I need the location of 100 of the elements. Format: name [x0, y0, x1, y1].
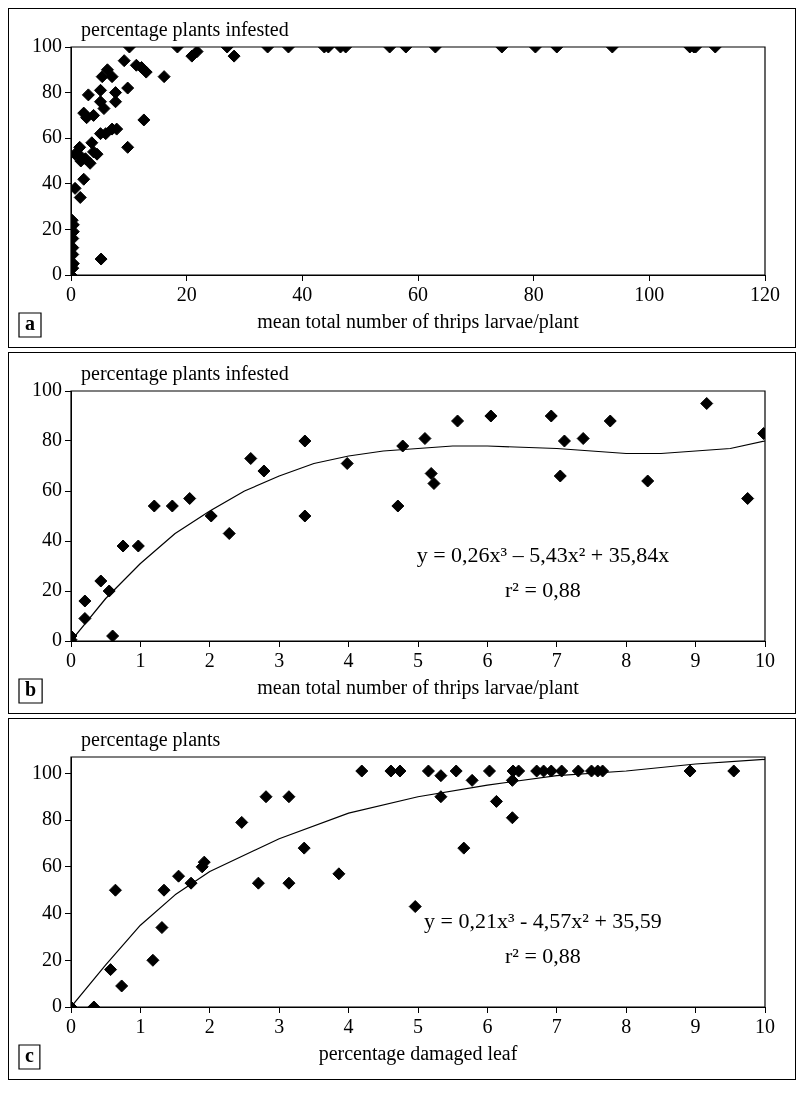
point: [489, 794, 503, 808]
point: [282, 876, 296, 890]
point: [131, 539, 145, 553]
y-tick-label: 40: [42, 528, 62, 551]
point: [183, 492, 197, 505]
point: [259, 790, 273, 804]
x-tick-label: 60: [408, 283, 428, 306]
y-tick-label: 40: [42, 900, 62, 923]
point: [700, 397, 714, 410]
y-tick-label: 0: [52, 262, 62, 285]
y-tick-label: 80: [42, 428, 62, 451]
point: [555, 764, 569, 778]
point: [571, 764, 585, 778]
point: [741, 492, 755, 505]
y-tick-label: 60: [42, 478, 62, 501]
point: [147, 499, 161, 513]
point: [282, 790, 296, 804]
x-tick-label: 4: [343, 649, 354, 672]
y-axis-title: percentage plants: [81, 728, 221, 752]
x-tick-label: 2: [204, 649, 215, 672]
point: [434, 769, 448, 783]
x-tick-label: 0: [66, 649, 76, 672]
point: [102, 584, 116, 598]
y-tick-label: 40: [42, 171, 62, 194]
annotation: y = 0,26x³ – 5,43x² + 35,84x: [416, 541, 670, 567]
point: [384, 764, 398, 778]
point: [298, 434, 312, 448]
point: [157, 883, 171, 897]
y-tick-label: 100: [32, 760, 62, 783]
x-tick-label: 8: [621, 1015, 632, 1038]
x-tick-label: 10: [755, 1015, 775, 1038]
point: [297, 841, 311, 855]
x-tick-label: 6: [482, 1015, 493, 1038]
y-tick-label: 20: [42, 947, 62, 970]
point: [482, 764, 496, 778]
point: [505, 811, 519, 825]
point: [165, 499, 179, 513]
y-tick-label: 80: [42, 807, 62, 830]
annotation: r² = 0,88: [505, 576, 581, 602]
y-tick-label: 0: [52, 994, 62, 1017]
point: [78, 612, 92, 625]
x-axis-title: mean total number of thrips larvae/plant: [257, 676, 580, 700]
y-tick-label: 0: [52, 628, 62, 651]
point: [484, 409, 498, 423]
point: [553, 469, 567, 483]
point: [451, 414, 465, 428]
x-tick-label: 7: [551, 649, 562, 672]
point: [544, 409, 558, 423]
y-tick-label: 80: [42, 79, 62, 102]
x-tick-label: 0: [66, 1015, 76, 1038]
point: [557, 434, 571, 448]
x-tick-label: 8: [621, 649, 632, 672]
x-tick-label: 10: [755, 649, 775, 672]
x-tick-label: 100: [634, 283, 665, 306]
y-tick-label: 100: [32, 378, 62, 401]
x-tick-label: 6: [482, 649, 493, 672]
text: b: [25, 678, 37, 701]
point: [155, 921, 169, 935]
text: a: [25, 312, 35, 335]
x-tick-label: 120: [750, 283, 780, 306]
y-tick-label: 60: [42, 125, 62, 148]
x-tick-label: 5: [413, 649, 423, 672]
point: [727, 764, 741, 778]
point: [391, 499, 405, 513]
x-tick-label: 0: [66, 283, 76, 306]
x-tick-label: 5: [413, 1015, 423, 1038]
point: [424, 467, 438, 480]
point: [576, 432, 590, 445]
text: c: [25, 1044, 34, 1067]
point: [257, 464, 271, 478]
point: [603, 414, 617, 428]
point: [465, 773, 479, 787]
point: [418, 432, 432, 445]
point: [505, 773, 519, 787]
x-tick-label: 9: [690, 1015, 701, 1038]
point: [108, 883, 122, 897]
x-tick-label: 1: [135, 1015, 146, 1038]
y-axis-title: percentage plants infested: [81, 18, 289, 42]
point: [641, 474, 655, 488]
point: [393, 764, 407, 778]
point: [457, 841, 471, 855]
x-tick-label: 7: [551, 1015, 562, 1038]
point: [78, 594, 92, 608]
point: [251, 876, 265, 890]
point: [94, 574, 108, 588]
point: [235, 815, 249, 829]
x-tick-label: 20: [176, 283, 197, 306]
x-tick-label: 1: [135, 649, 146, 672]
point: [106, 629, 120, 641]
x-tick-label: 3: [274, 649, 285, 672]
point: [408, 900, 422, 914]
x-tick-label: 3: [274, 1015, 285, 1038]
point: [396, 439, 410, 453]
y-tick-label: 20: [42, 216, 62, 239]
point: [340, 457, 354, 470]
y-axis-title: percentage plants infested: [81, 362, 289, 386]
point: [683, 764, 697, 778]
x-tick-label: 9: [690, 649, 701, 672]
point: [449, 764, 463, 778]
x-tick-label: 2: [204, 1015, 215, 1038]
